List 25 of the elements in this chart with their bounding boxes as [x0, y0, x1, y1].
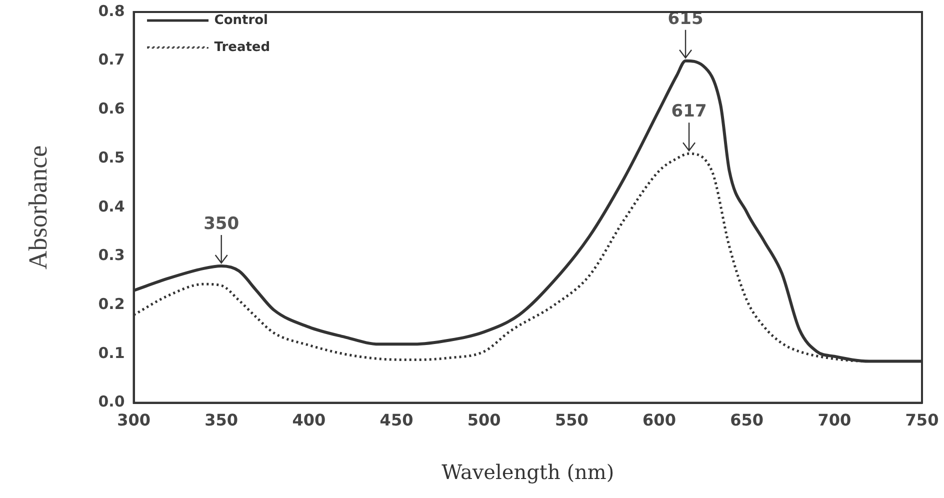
- y-tick-label: 0.8: [98, 2, 125, 20]
- annotation: 617: [671, 102, 707, 122]
- x-tick-label: 300: [117, 410, 150, 430]
- y-tick-label: 0.2: [98, 294, 125, 313]
- x-tick-label: 350: [204, 410, 238, 430]
- legend-label: Control: [214, 12, 268, 28]
- x-tick-label: 550: [554, 410, 588, 430]
- y-tick-label: 0.4: [98, 197, 125, 216]
- x-tick-label: 600: [642, 410, 676, 430]
- x-tick-label: 500: [467, 410, 501, 430]
- x-tick-label: 750: [905, 410, 939, 430]
- annotation: 350: [204, 214, 240, 234]
- x-tick-label: 450: [380, 410, 414, 430]
- y-tick-label: 0.1: [98, 344, 125, 362]
- x-tick-label: 700: [818, 410, 852, 430]
- legend-label: Treated: [214, 40, 270, 55]
- y-tick-label: 0.5: [98, 148, 125, 166]
- y-axis-title: Absorbance: [23, 145, 52, 270]
- y-tick-label: 0.7: [98, 50, 125, 69]
- y-tick-label: 0.3: [98, 246, 125, 264]
- x-axis-title: Wavelength (nm): [442, 460, 614, 484]
- y-tick-label: 0.0: [98, 392, 125, 411]
- y-tick-label: 0.6: [98, 100, 125, 118]
- x-tick-label: 650: [730, 410, 764, 430]
- x-tick-label: 400: [292, 410, 326, 430]
